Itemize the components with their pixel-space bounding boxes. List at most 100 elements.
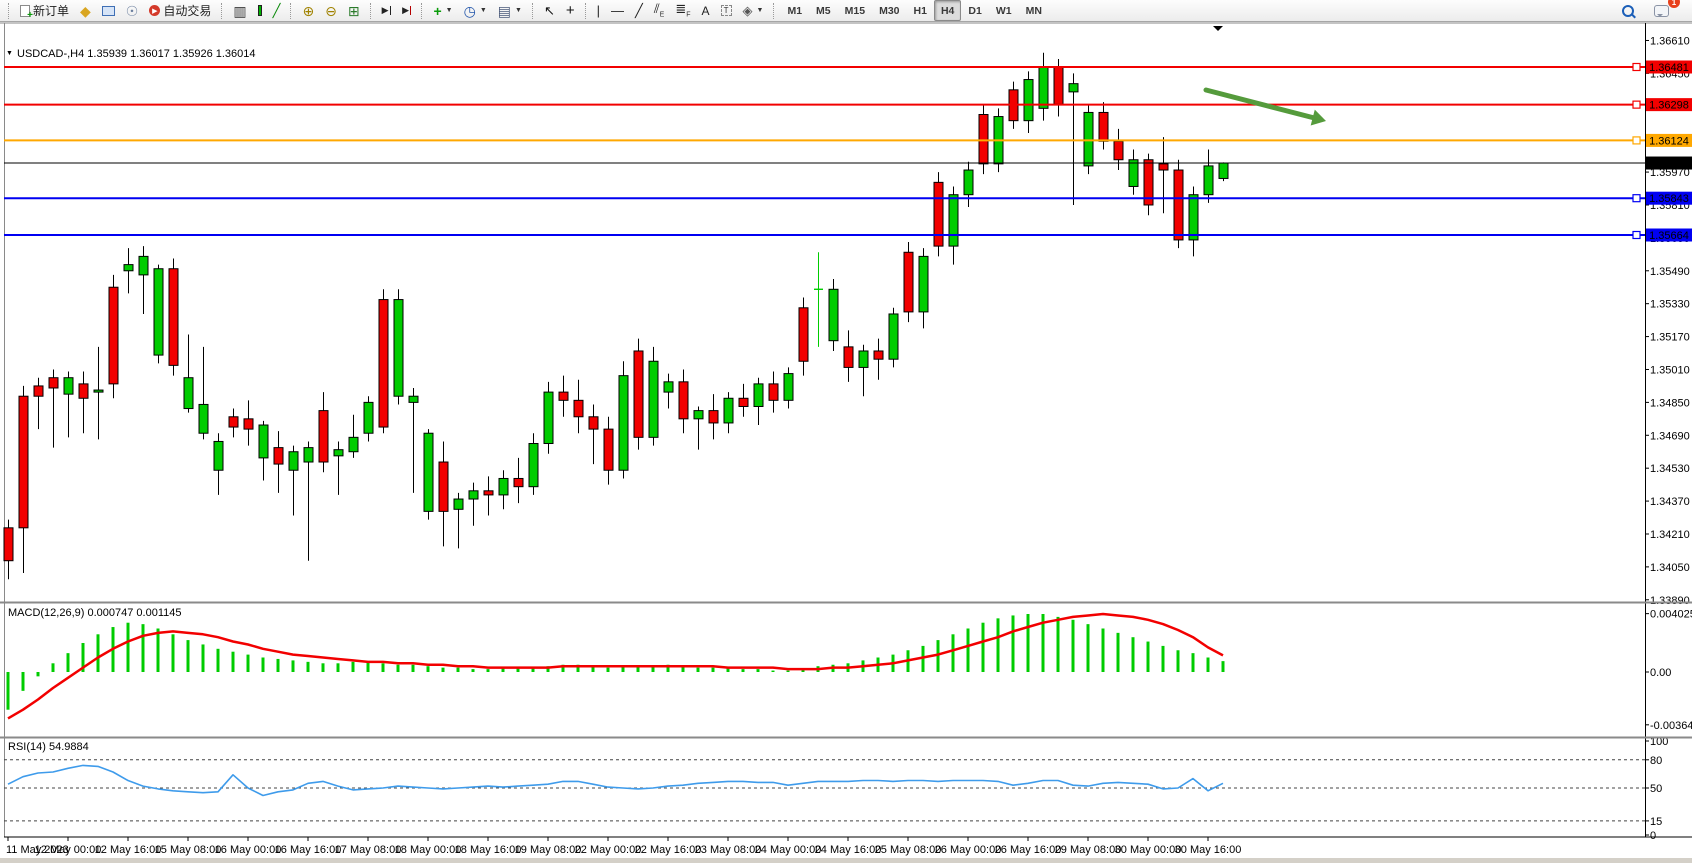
chart-window: 1.366101.364501.362901.361301.359701.358… xyxy=(0,22,1692,863)
chevron-down-icon: ▼ xyxy=(479,7,487,14)
svg-text:26 May 16:00: 26 May 16:00 xyxy=(995,844,1062,856)
macd-indicator-label: MACD(12,26,9) 0.000747 0.001145 xyxy=(8,607,182,619)
svg-text:1.34530: 1.34530 xyxy=(1650,463,1690,475)
svg-text:80: 80 xyxy=(1650,755,1662,767)
terminal-icon xyxy=(101,5,115,16)
price-axis: 1.366101.364501.362901.361301.359701.358… xyxy=(6,23,1692,856)
bar-chart-button[interactable]: ▥ xyxy=(228,0,251,21)
svg-text:19 May 08:00: 19 May 08:00 xyxy=(515,844,582,856)
timeframe-h4-button[interactable]: H4 xyxy=(933,0,962,21)
separator xyxy=(421,2,423,19)
svg-text:12 May 00:00: 12 May 00:00 xyxy=(35,844,102,856)
svg-text:11 May 2023: 11 May 2023 xyxy=(6,844,69,856)
svg-text:29 May 08:00: 29 May 08:00 xyxy=(1055,844,1122,856)
text-label-button[interactable]: T xyxy=(716,0,737,21)
period-button[interactable]: ◷ ▼ xyxy=(459,0,492,21)
svg-text:1.36298: 1.36298 xyxy=(1649,100,1689,112)
timeframe-w1-button[interactable]: W1 xyxy=(995,4,1012,17)
window-bottom-frame xyxy=(0,858,1692,863)
chevron-down-icon: ▼ xyxy=(756,7,764,14)
toolbar-drag-handle xyxy=(8,2,10,19)
svg-text:1.36014: 1.36014 xyxy=(1649,158,1689,170)
crosshair-button[interactable]: + xyxy=(561,0,580,21)
chart-shift-marker xyxy=(1213,26,1223,31)
line-chart-button[interactable]: ╱ xyxy=(268,0,286,21)
svg-text:1.34690: 1.34690 xyxy=(1650,430,1690,442)
package-button[interactable]: ◆ xyxy=(75,0,96,21)
separator xyxy=(221,2,223,19)
trend-arrow xyxy=(1203,87,1319,121)
notification-badge: 1 xyxy=(1668,0,1680,8)
trendline-button[interactable]: ╱ xyxy=(630,0,648,21)
tile-windows-button[interactable]: ⊞ xyxy=(343,0,365,21)
toolbar: 新订单 ◆ ☉ ▶ 自动交易 ▥ ╱ ⊕ ⊖ xyxy=(0,0,1692,22)
cursor-button[interactable]: ↖ xyxy=(539,0,560,21)
svg-text:12 May 16:00: 12 May 16:00 xyxy=(95,844,162,856)
svg-text:18 May 16:00: 18 May 16:00 xyxy=(455,844,522,856)
zoom-out-button[interactable]: ⊖ xyxy=(320,0,342,21)
svg-text:16 May 16:00: 16 May 16:00 xyxy=(275,844,342,856)
arrows-button[interactable]: ◈ ▼ xyxy=(738,0,769,21)
trend-arrow-head xyxy=(1310,109,1326,126)
signal-button[interactable]: ☉ xyxy=(121,0,144,21)
zoom-in-button[interactable]: ⊕ xyxy=(297,0,319,21)
svg-text:15 May 08:00: 15 May 08:00 xyxy=(155,844,222,856)
vertical-line-button[interactable]: | xyxy=(592,0,605,21)
svg-text:17 May 08:00: 17 May 08:00 xyxy=(335,844,402,856)
main-price-panel xyxy=(3,26,1645,580)
cursor-icon: ↖ xyxy=(543,3,555,18)
svg-text:26 May 00:00: 26 May 00:00 xyxy=(935,844,1002,856)
svg-text:1.34210: 1.34210 xyxy=(1650,529,1690,541)
svg-text:25 May 08:00: 25 May 08:00 xyxy=(875,844,942,856)
text-button[interactable]: A xyxy=(697,0,715,21)
timeframe-m30-button[interactable]: M30 xyxy=(879,4,900,17)
svg-text:23 May 08:00: 23 May 08:00 xyxy=(695,844,762,856)
timeframe-m1-button[interactable]: M1 xyxy=(787,4,803,17)
svg-text:0.00: 0.00 xyxy=(1650,667,1671,679)
new-order-button[interactable]: 新订单 xyxy=(15,0,74,21)
timeframe-d1-button[interactable]: D1 xyxy=(968,4,982,17)
timeframe-h1-button[interactable]: H1 xyxy=(913,4,927,17)
terminal-button[interactable] xyxy=(97,0,120,21)
chart-shift-button[interactable]: ▶ xyxy=(397,0,416,21)
auto-trading-label: 自动交易 xyxy=(163,4,212,18)
auto-scroll-button[interactable]: ▶ xyxy=(377,0,396,21)
rsi-indicator-label: RSI(14) 54.9884 xyxy=(8,741,89,753)
svg-text:1.35843: 1.35843 xyxy=(1649,193,1689,205)
svg-text:1.35664: 1.35664 xyxy=(1649,230,1689,242)
template-button[interactable]: ▤ ▼ xyxy=(493,0,527,21)
notifications-button[interactable]: 1 xyxy=(1649,0,1680,21)
timeframe-mn-button[interactable]: MN xyxy=(1025,4,1042,17)
svg-text:1.36124: 1.36124 xyxy=(1649,135,1689,147)
auto-trading-button[interactable]: ▶ 自动交易 xyxy=(144,0,216,21)
svg-text:0: 0 xyxy=(1650,830,1656,842)
new-order-icon xyxy=(20,4,33,21)
candlestick-chart-icon xyxy=(257,5,262,16)
toolbar-right-group: 1 xyxy=(1617,0,1688,21)
channel-button[interactable]: ⫽E xyxy=(649,0,669,21)
chart-canvas[interactable]: 1.366101.364501.362901.361301.359701.358… xyxy=(0,22,1692,863)
separator xyxy=(531,2,534,19)
timeframe-m5-button[interactable]: M5 xyxy=(816,4,831,17)
horizontal-line-button[interactable]: — xyxy=(606,0,629,21)
svg-text:1.35330: 1.35330 xyxy=(1650,299,1690,311)
auto-trading-icon: ▶ xyxy=(149,5,161,16)
svg-text:1.35970: 1.35970 xyxy=(1650,167,1690,179)
svg-text:24 May 00:00: 24 May 00:00 xyxy=(755,844,822,856)
fibonacci-button[interactable]: ≣F xyxy=(670,0,695,21)
period-icon: ◷ xyxy=(463,2,476,19)
symbol-ohlc-line: USDCAD-,H4 1.35939 1.36017 1.35926 1.360… xyxy=(17,48,256,60)
symbol-dropdown-icon[interactable]: ▼ xyxy=(6,50,13,57)
hline-anchor xyxy=(1632,136,1641,145)
new-chart-button[interactable]: + ▼ xyxy=(428,0,457,21)
svg-text:30 May 00:00: 30 May 00:00 xyxy=(1115,844,1182,856)
separator xyxy=(290,2,292,19)
scroll-to-end-icon: ▶ xyxy=(382,6,392,15)
svg-text:1.34050: 1.34050 xyxy=(1650,562,1690,574)
candlestick-chart-button[interactable] xyxy=(253,0,267,21)
separator xyxy=(584,2,587,19)
timeframe-m15-button[interactable]: M15 xyxy=(844,4,866,17)
search-button[interactable] xyxy=(1617,0,1639,21)
svg-text:1.35010: 1.35010 xyxy=(1650,364,1690,376)
